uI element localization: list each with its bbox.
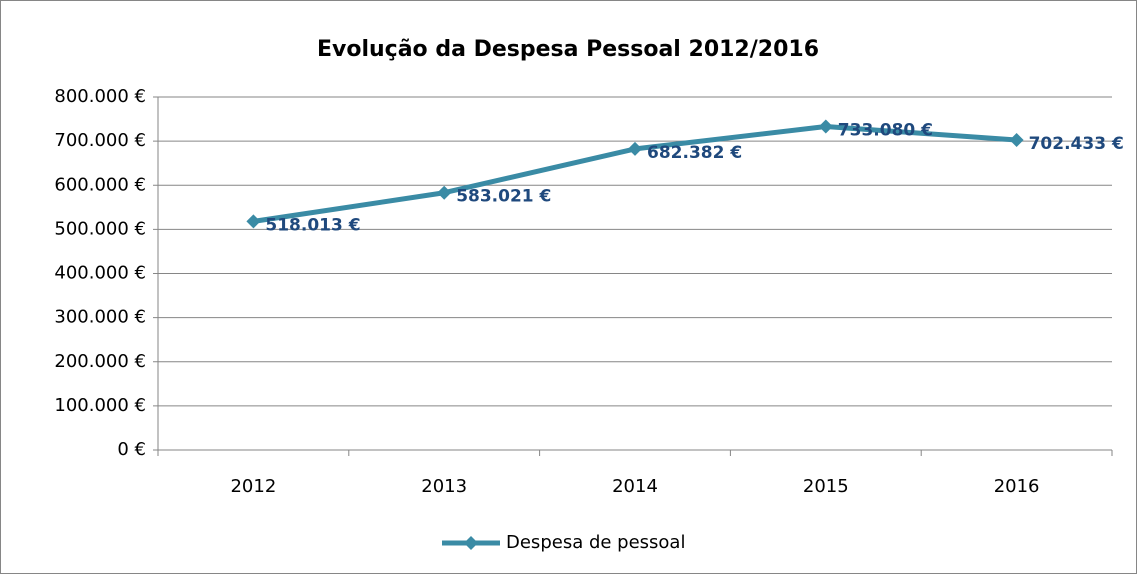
- marker: [628, 141, 642, 156]
- y-tick-label: 100.000 €: [54, 395, 146, 416]
- marker: [246, 214, 261, 229]
- y-tick-label: 800.000 €: [54, 86, 146, 107]
- marker: [1009, 133, 1024, 148]
- data-label: 518.013 €: [265, 215, 360, 235]
- data-label: 682.382 €: [647, 143, 742, 163]
- y-tick-label: 700.000 €: [54, 130, 146, 151]
- x-tick-label: 2016: [994, 476, 1040, 497]
- y-tick-label: 400.000 €: [54, 263, 146, 284]
- data-label: 702.433 €: [1029, 134, 1124, 154]
- legend-label: Despesa de pessoal: [506, 532, 685, 553]
- data-label: 583.021 €: [456, 187, 551, 207]
- marker: [818, 119, 833, 134]
- marker: [437, 185, 452, 200]
- y-tick-label: 0 €: [117, 439, 146, 460]
- y-tick-label: 200.000 €: [54, 351, 146, 372]
- y-tick-label: 600.000 €: [54, 174, 146, 195]
- y-tick-label: 300.000 €: [54, 307, 146, 328]
- legend-marker: [464, 536, 478, 550]
- x-tick-label: 2015: [803, 476, 849, 497]
- x-tick-label: 2013: [421, 476, 467, 497]
- x-tick-label: 2014: [612, 476, 658, 497]
- y-tick-label: 500.000 €: [54, 218, 146, 239]
- chart-title: Evolução da Despesa Pessoal 2012/2016: [317, 37, 819, 62]
- data-label: 733.080 €: [838, 121, 933, 141]
- x-tick-label: 2012: [230, 476, 276, 497]
